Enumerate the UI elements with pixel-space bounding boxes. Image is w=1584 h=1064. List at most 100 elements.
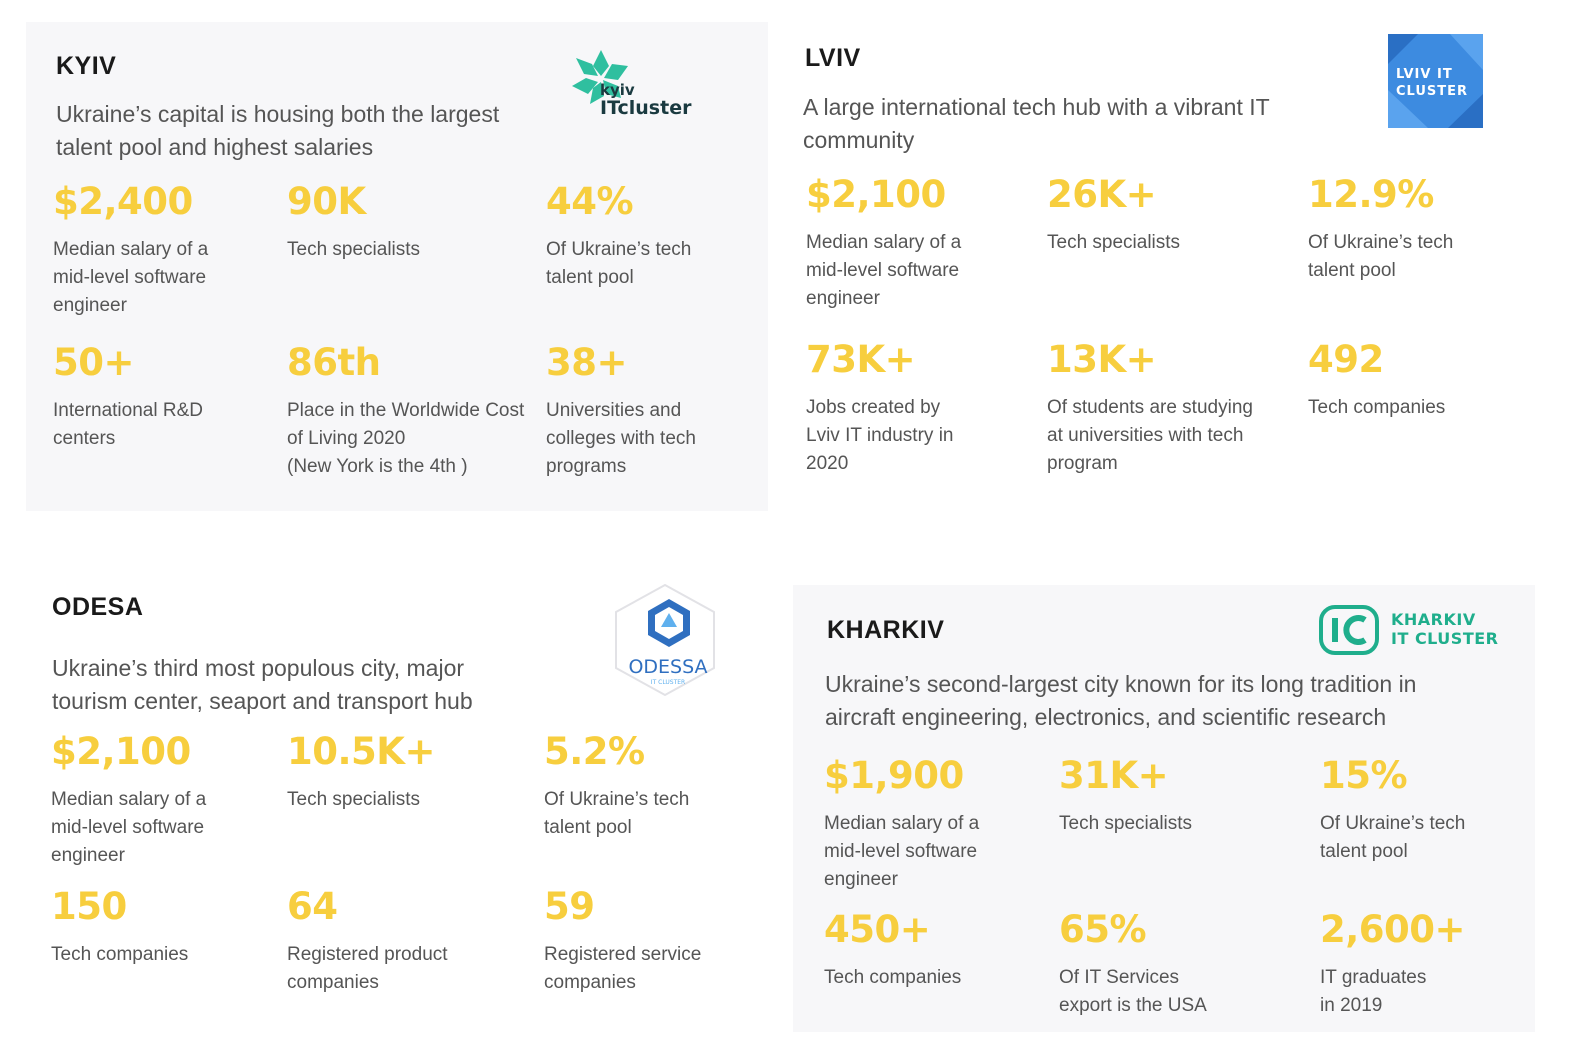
stat-label: Tech specialists <box>287 239 421 260</box>
stat-label: Tech companies <box>1308 397 1446 418</box>
stat-cost-of-living: 86th Place in the Worldwide Cost of Livin… <box>287 343 524 481</box>
stat-value: 65% <box>1059 908 1147 951</box>
odessa-logo-text-bottom: IT CLUSTER <box>650 679 686 686</box>
kyiv-card: KYIV kyiv ITcluster Ukraine’s capital is… <box>26 22 768 511</box>
description-line: A large international tech hub with a vi… <box>803 94 1270 120</box>
stat-it-services-export: 65% Of IT Services export is the USA <box>1059 910 1207 1020</box>
stat-jobs-created: 73K+ Jobs created by Lviv IT industry in 2… <box>806 340 953 478</box>
stat-value: $2,100 <box>51 730 191 773</box>
stat-talent-pool-share: 12.9% Of Ukraine’s tech talent pool <box>1308 175 1453 285</box>
stat-tech-specialists: 10.5K+ Tech specialists <box>287 732 435 814</box>
stat-value: 12.9% <box>1308 173 1434 216</box>
city-description: Ukraine’s second-largest city known for … <box>825 668 1416 734</box>
city-description: A large international tech hub with a vi… <box>803 91 1270 157</box>
stat-universities: 38+ Universities and colleges with tech pr… <box>546 343 696 481</box>
stat-label: IT graduates in 2019 <box>1320 967 1427 1016</box>
hexagon-cluster-icon <box>615 583 715 697</box>
description-line: tourism center, seaport and transport hu… <box>52 688 473 714</box>
stat-product-companies: 64 Registered product companies <box>287 887 448 997</box>
stat-label: Of IT Services export is the USA <box>1059 967 1207 1016</box>
stat-label: Of Ukraine’s tech talent pool <box>1308 232 1454 281</box>
stat-label: International R&D centers <box>53 400 203 449</box>
stat-label: Tech specialists <box>1047 232 1181 253</box>
stat-value: 38+ <box>546 341 627 384</box>
star-cluster-icon <box>572 50 628 104</box>
lviv-cluster-icon <box>1388 34 1483 128</box>
stat-value: $2,400 <box>53 180 193 223</box>
city-title: KYIV <box>56 52 117 80</box>
stat-label: Place in the Worldwide Cost of Living 202… <box>287 400 525 477</box>
stat-label: Registered product companies <box>287 944 448 993</box>
stat-label: Median salary of a mid-level software engi… <box>53 239 209 316</box>
stat-tech-companies: 150 Tech companies <box>51 887 188 969</box>
stat-median-salary: $2,100 Median salary of a mid-level softw… <box>51 732 206 870</box>
stat-value: 44% <box>546 180 634 223</box>
stat-label: Tech companies <box>824 967 962 988</box>
stat-value: 26K+ <box>1047 173 1157 216</box>
stat-value: 13K+ <box>1047 338 1157 381</box>
stat-talent-pool-share: 44% Of Ukraine’s tech talent pool <box>546 182 691 292</box>
stat-value: 15% <box>1320 754 1408 797</box>
stat-label: Median salary of a mid-level software engi… <box>806 232 962 309</box>
kyiv-it-cluster-logo: kyiv ITcluster <box>566 46 716 126</box>
stat-value: 492 <box>1308 338 1384 381</box>
stat-value: 64 <box>287 885 338 928</box>
odesa-card: ODESA ODESSA IT CLUSTER Ukraine’s third … <box>26 565 768 1045</box>
city-description: Ukraine’s capital is housing both the la… <box>56 98 499 164</box>
city-title: LVIV <box>805 44 861 72</box>
stat-label: Tech companies <box>51 944 189 965</box>
ic-monogram-icon <box>1319 605 1379 655</box>
stat-tech-companies: 450+ Tech companies <box>824 910 961 992</box>
stat-value: 31K+ <box>1059 754 1169 797</box>
city-title: KHARKIV <box>827 616 945 644</box>
stat-value: $1,900 <box>824 754 964 797</box>
stat-tech-companies: 492 Tech companies <box>1308 340 1445 422</box>
stat-label: Jobs created by Lviv IT industry in 2020 <box>806 397 954 474</box>
stat-it-graduates: 2,600+ IT graduates in 2019 <box>1320 908 1466 1020</box>
stat-value: 59 <box>544 885 595 928</box>
stat-value: 5.2% <box>544 730 645 773</box>
kyiv-logo-text-top: kyiv <box>600 81 635 99</box>
description-line: Ukraine’s second-largest city known for … <box>825 671 1417 697</box>
description-line: community <box>803 127 915 153</box>
stat-label: Median salary of a mid-level software engi… <box>824 813 980 890</box>
lviv-logo-text-bottom: CLUSTER <box>1396 84 1469 99</box>
stat-median-salary: $2,100 Median salary of a mid-level softw… <box>806 175 961 313</box>
stat-value: 10.5K+ <box>287 730 435 773</box>
stat-value: 450+ <box>824 908 931 951</box>
odessa-it-cluster-logo: ODESSA IT CLUSTER <box>610 581 720 699</box>
stat-value: 86th <box>287 341 381 384</box>
stat-value: 90K <box>287 180 366 223</box>
stat-value: 2,600+ <box>1320 908 1466 951</box>
kharkiv-logo-text-bottom: IT CLUSTER <box>1391 629 1499 648</box>
kharkiv-card: KHARKIV KHARKIV IT CLUSTER Ukraine’s sec… <box>793 585 1535 1032</box>
stat-rd-centers: 50+ International R&D centers <box>53 343 203 453</box>
kharkiv-it-cluster-logo: KHARKIV IT CLUSTER <box>1319 605 1509 657</box>
stat-label: Of Ukraine’s tech talent pool <box>546 239 692 288</box>
stat-students: 13K+ Of students are studying at universi… <box>1047 340 1253 478</box>
stat-label: Tech specialists <box>1059 813 1193 834</box>
stat-median-salary: $2,400 Median salary of a mid-level softw… <box>53 182 208 320</box>
kyiv-logo-text-bottom: ITcluster <box>600 97 692 119</box>
odessa-logo-text-top: ODESSA <box>628 656 708 678</box>
stat-value: 73K+ <box>806 338 916 381</box>
stat-label: Tech specialists <box>287 789 421 810</box>
stat-label: Median salary of a mid-level software engi… <box>51 789 207 866</box>
stat-label: Of Ukraine’s tech talent pool <box>1320 813 1466 862</box>
stat-label: Universities and colleges with tech progra… <box>546 400 696 477</box>
lviv-logo-text-top: LVIV IT <box>1396 67 1453 82</box>
description-line: talent pool and highest salaries <box>56 134 374 160</box>
stat-label: Of Ukraine’s tech talent pool <box>544 789 690 838</box>
stat-median-salary: $1,900 Median salary of a mid-level softw… <box>824 756 979 894</box>
stat-talent-pool-share: 5.2% Of Ukraine’s tech talent pool <box>544 732 689 842</box>
stat-tech-specialists: 31K+ Tech specialists <box>1059 756 1192 838</box>
description-line: aircraft engineering, electronics, and s… <box>825 704 1387 730</box>
stat-label: Of students are studying at universities … <box>1047 397 1253 474</box>
stat-value: $2,100 <box>806 173 946 216</box>
lviv-card: LVIV LVIV IT CLUSTER A large internation… <box>776 22 1546 511</box>
city-description: Ukraine’s third most populous city, majo… <box>52 652 473 718</box>
stat-tech-specialists: 90K Tech specialists <box>287 182 420 264</box>
city-title: ODESA <box>52 593 144 621</box>
stat-tech-specialists: 26K+ Tech specialists <box>1047 175 1180 257</box>
lviv-it-cluster-logo: LVIV IT CLUSTER <box>1388 34 1483 128</box>
